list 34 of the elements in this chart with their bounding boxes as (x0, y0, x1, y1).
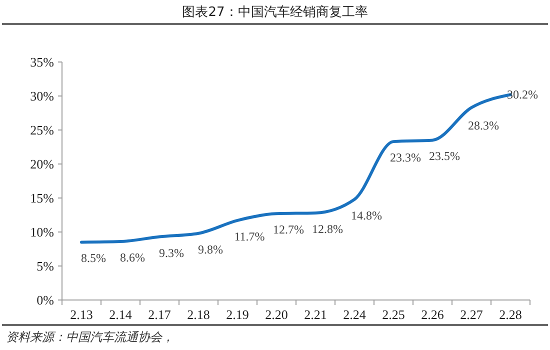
y-tick-label: 0% (36, 292, 54, 308)
data-label: 12.7% (273, 222, 304, 237)
data-label: 8.5% (81, 251, 106, 266)
x-tick-label: 2.24 (343, 307, 366, 322)
x-tick-label: 2.17 (148, 307, 172, 322)
data-label: 9.3% (159, 246, 184, 260)
y-tick-label: 30% (30, 88, 54, 104)
x-tick-label: 2.14 (109, 307, 132, 322)
data-label: 30.2% (507, 88, 538, 102)
y-tick-label: 10% (30, 224, 54, 240)
y-tick-label: 35% (30, 54, 54, 70)
data-label: 11.7% (234, 229, 265, 244)
x-tick-label: 2.20 (265, 307, 288, 322)
text: 资料来源：中国汽车流通协会， (6, 330, 174, 344)
y-tick-label: 25% (30, 122, 54, 138)
y-tick-label: 5% (36, 258, 54, 274)
data-label: 8.6% (120, 250, 145, 265)
chart-title: 图表27：中国汽车经销商复工率 (182, 4, 368, 20)
data-label: 28.3% (468, 118, 499, 133)
x-tick-label: 2.18 (187, 307, 210, 322)
data-label: 23.3% (390, 150, 421, 165)
x-tick-label: 2.27 (460, 307, 484, 322)
y-tick-label: 20% (30, 156, 54, 172)
data-label: 12.8% (312, 222, 343, 236)
x-tick-label: 2.28 (499, 307, 522, 322)
x-tick-label: 2.25 (382, 307, 405, 322)
data-label: 9.8% (198, 242, 223, 256)
y-tick-label: 15% (30, 190, 54, 206)
data-label: 23.5% (429, 149, 460, 164)
x-tick-label: 2.26 (421, 307, 444, 322)
data-label: 14.8% (351, 208, 382, 222)
x-tick-label: 2.21 (304, 307, 327, 322)
x-tick-label: 2.19 (226, 307, 249, 322)
x-tick-label: 2.13 (70, 307, 93, 322)
